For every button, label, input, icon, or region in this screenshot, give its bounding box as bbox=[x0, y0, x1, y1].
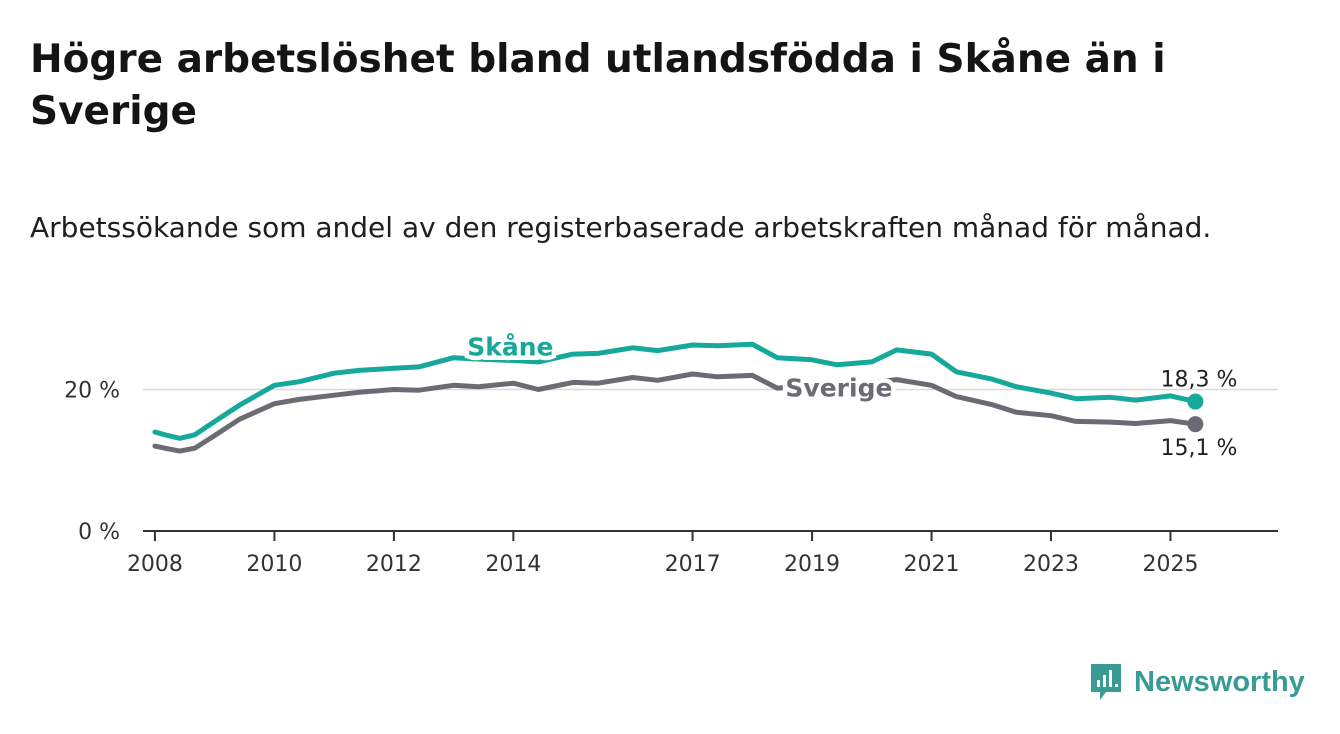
x-tick-label: 2019 bbox=[784, 552, 840, 577]
series-end-dot bbox=[1187, 416, 1204, 433]
x-tick-label: 2021 bbox=[904, 552, 960, 577]
series-line-skane bbox=[152, 341, 1198, 441]
newsworthy-brand: Newsworthy bbox=[1088, 660, 1305, 704]
x-tick-label: 2025 bbox=[1142, 552, 1198, 577]
series-line-sverige bbox=[152, 371, 1198, 454]
x-tick-label: 2010 bbox=[246, 552, 302, 577]
x-tick-label: 2023 bbox=[1023, 552, 1079, 577]
x-tick-label: 2012 bbox=[366, 552, 422, 577]
brand-name: Newsworthy bbox=[1134, 665, 1305, 698]
axis-layer: 0 % 20 % 2008 2010 2012 2014 2017 2019 2021 2023 2… bbox=[64, 379, 1278, 577]
x-tick-label: 2017 bbox=[665, 552, 721, 577]
chart-title: Högre arbetslöshet bland utlandsfödda i … bbox=[30, 37, 1166, 134]
label-layer: 18,3 % Skåne 15,1 % Sverige bbox=[463, 330, 1238, 461]
series-label: Sverige bbox=[785, 373, 892, 402]
line-chart: 0 % 20 % 2008 2010 2012 2014 2017 2019 2021 2023 2… bbox=[64, 330, 1278, 577]
y-tick-label: 0 % bbox=[78, 520, 120, 545]
series-end-dot bbox=[1187, 393, 1204, 410]
series-layer bbox=[152, 341, 1204, 454]
y-tick-label: 20 % bbox=[64, 379, 120, 404]
end-value-label: 15,1 % bbox=[1160, 436, 1237, 461]
newsworthy-logo-icon bbox=[1091, 664, 1121, 700]
series-label: Skåne bbox=[467, 333, 553, 362]
x-tick-label: 2008 bbox=[127, 552, 183, 577]
chart-subtitle: Arbetssökande som andel av den registerb… bbox=[30, 211, 1212, 244]
end-value-label: 18,3 % bbox=[1160, 368, 1237, 393]
x-tick-label: 2014 bbox=[485, 552, 541, 577]
